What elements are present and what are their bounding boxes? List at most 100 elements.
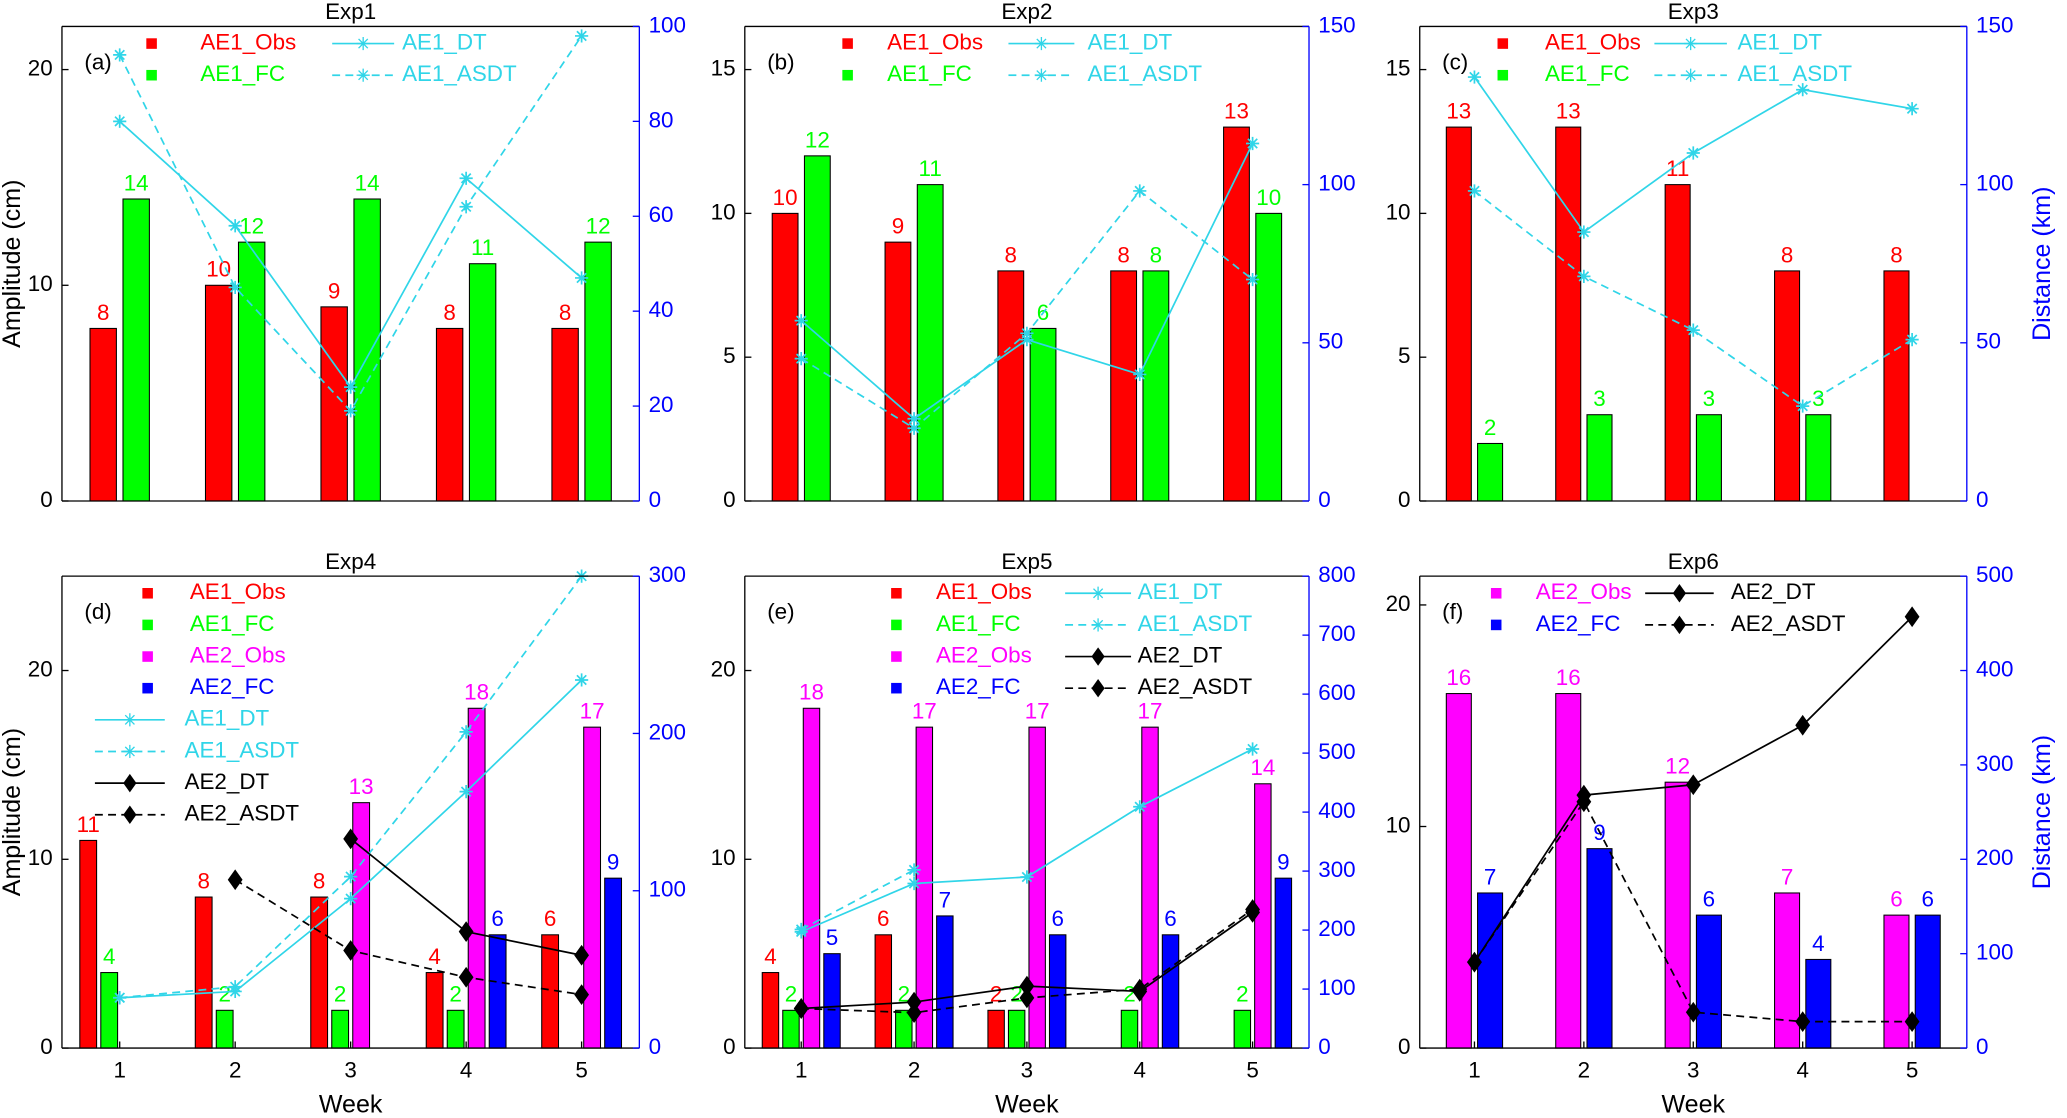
value-label: 8 <box>1150 242 1162 267</box>
line-marker <box>1904 606 1920 628</box>
line-marker <box>1467 70 1482 84</box>
value-label: 17 <box>1138 699 1163 724</box>
bar <box>237 241 266 502</box>
legend-label: AE2_Obs <box>936 642 1032 667</box>
line-marker <box>575 271 589 285</box>
y2-tick-label: 800 <box>1318 562 1355 587</box>
line-marker <box>344 892 358 906</box>
bar <box>1805 958 1832 1049</box>
y-tick-label: 10 <box>711 199 736 224</box>
legend-label: AE1_FC <box>200 61 285 86</box>
y2-tick-label: 100 <box>1318 171 1355 196</box>
legend-marker-shape <box>356 36 370 51</box>
legend-label: AE1_ASDT <box>1138 611 1253 636</box>
value-label: 8 <box>97 300 109 325</box>
line-marker <box>1133 367 1147 382</box>
x-tick-label: 1 <box>1468 1058 1480 1083</box>
value-label: 18 <box>799 680 824 705</box>
line-marker <box>344 870 358 884</box>
legend-label: AE1_ASDT <box>1737 61 1852 86</box>
line-marker <box>1246 742 1260 756</box>
bar <box>1883 270 1910 502</box>
x-axis-label: Week <box>1662 1091 1726 1118</box>
x-axis-label: Week <box>995 1091 1059 1118</box>
y-tick-label: 10 <box>1386 199 1411 224</box>
legend-swatch <box>891 682 902 694</box>
y-tick-label: 5 <box>1398 343 1410 368</box>
bar <box>425 972 444 1049</box>
line <box>800 189 1254 430</box>
line-marker <box>574 984 590 1005</box>
bar <box>1477 892 1504 1049</box>
y2-axis-label: Distance (km) <box>2028 735 2056 889</box>
legend-swatch <box>842 69 853 81</box>
legend-swatch <box>142 619 153 631</box>
line-marker <box>1904 1011 1920 1033</box>
legend-marker <box>356 36 370 51</box>
legend-label: AE2_DT <box>185 769 270 794</box>
line-marker <box>344 404 358 418</box>
line-marker <box>1019 987 1035 1009</box>
legend-swatch <box>142 588 153 599</box>
line-marker <box>1577 269 1591 283</box>
bar <box>100 972 119 1049</box>
bar <box>1695 414 1722 502</box>
legend-label: AE2_FC <box>190 674 275 699</box>
legend-label: AE2_DT <box>1731 579 1816 604</box>
x-tick-label: 1 <box>113 1058 125 1083</box>
y2-tick-label: 700 <box>1318 621 1355 646</box>
y2-tick-label: 200 <box>1318 916 1355 941</box>
bar <box>1695 914 1722 1049</box>
panel-label: (c) <box>1442 49 1468 74</box>
legend-label: AE2_FC <box>1536 611 1621 636</box>
line-marker <box>1685 1001 1701 1023</box>
line <box>1473 800 1913 1023</box>
value-label: 7 <box>1484 864 1496 889</box>
legend-label: AE1_DT <box>1138 579 1223 604</box>
value-label: 6 <box>544 906 556 931</box>
line-marker <box>794 314 808 328</box>
line-marker <box>1905 333 1919 347</box>
legend-label: AE2_ASDT <box>1138 674 1253 699</box>
x-tick-label: 5 <box>1246 1058 1258 1083</box>
y2-tick-label: 20 <box>649 392 674 417</box>
legend-marker-shape <box>1091 678 1105 698</box>
bar <box>761 972 780 1049</box>
y2-tick-label: 100 <box>1318 975 1355 1000</box>
line-marker <box>1686 323 1700 337</box>
line-marker <box>907 421 921 435</box>
line-marker <box>459 785 473 799</box>
value-label: 6 <box>491 906 503 931</box>
value-label: 4 <box>764 944 776 969</box>
y2-tick-label: 0 <box>1318 1034 1330 1059</box>
legend-label: AE1_DT <box>402 29 487 54</box>
bar <box>467 707 486 1049</box>
legend-marker-shape <box>1034 68 1049 82</box>
value-label: 5 <box>826 925 838 950</box>
line-marker <box>228 280 242 295</box>
line-marker <box>574 944 590 966</box>
panel-title: Exp2 <box>1001 0 1052 24</box>
value-label: 7 <box>939 887 951 912</box>
panel-title: Exp4 <box>325 549 376 574</box>
line <box>118 35 583 413</box>
line-marker <box>228 219 242 233</box>
line <box>800 869 915 931</box>
legend-swatch <box>146 38 157 49</box>
value-label: 3 <box>1703 386 1715 411</box>
y2-tick-label: 0 <box>649 1034 661 1059</box>
value-label: 9 <box>328 278 340 303</box>
y-tick-label: 0 <box>1398 487 1410 512</box>
legend-swatch <box>891 588 902 599</box>
bar <box>1110 270 1138 502</box>
legend-label: AE1_DT <box>1737 29 1822 54</box>
x-axis-label: Week <box>319 1091 383 1118</box>
legend-label: AE2_DT <box>1138 642 1223 667</box>
line <box>800 748 1253 933</box>
bar <box>823 953 841 1049</box>
legend-label: AE1_Obs <box>190 579 286 604</box>
